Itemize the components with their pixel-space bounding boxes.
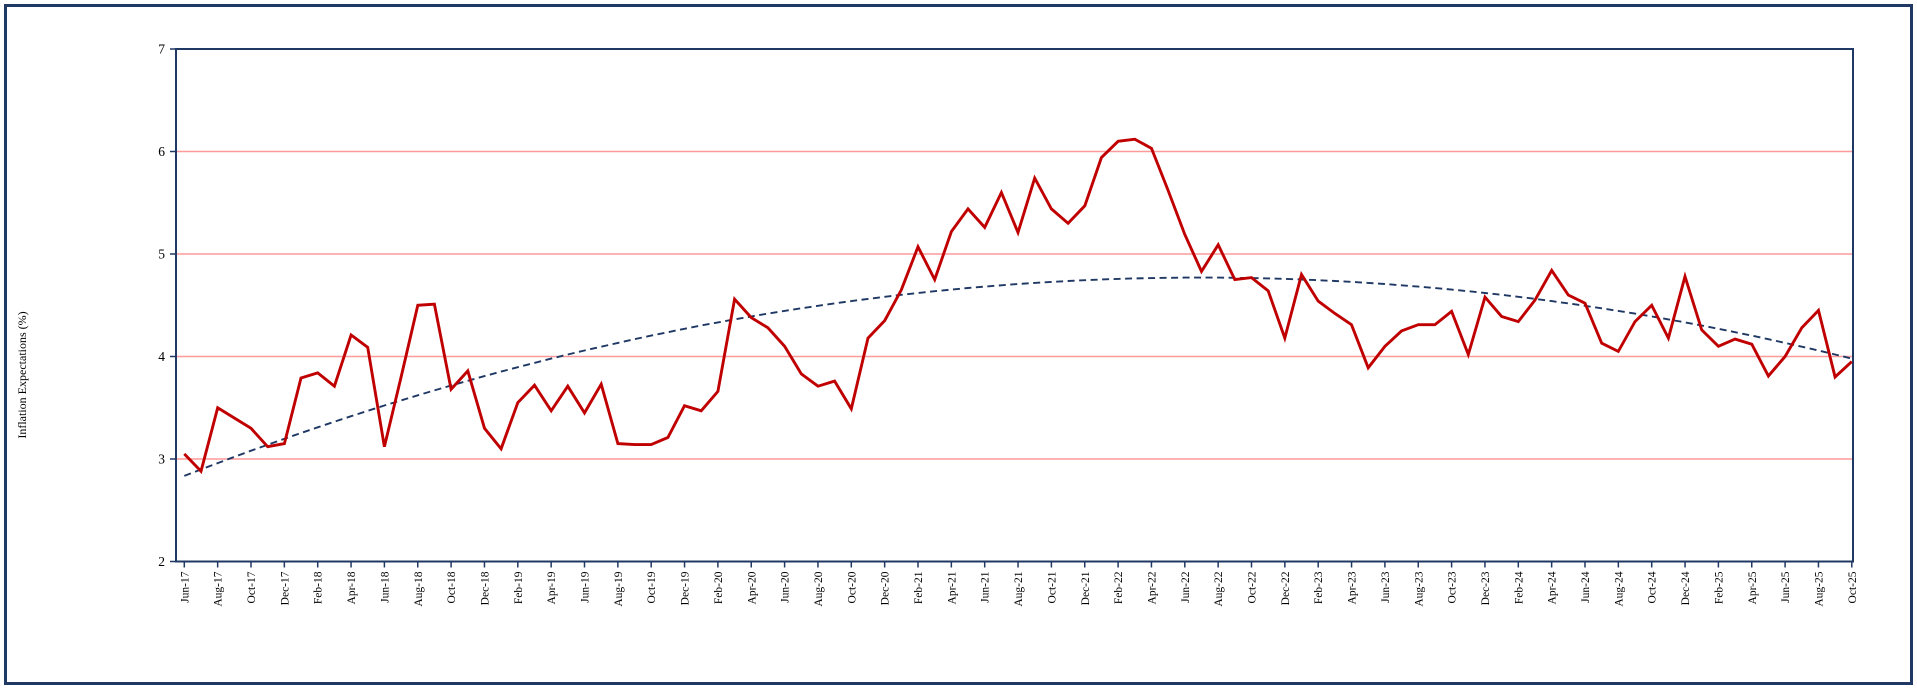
inflation-series-line <box>183 137 1853 475</box>
y-axis-title: Inflation Expectations (%) <box>15 311 29 438</box>
x-tick-label: Aug-19 <box>613 571 625 606</box>
y-tick-label: 3 <box>158 452 165 467</box>
plot-border <box>175 48 1854 563</box>
x-tick-label: Dec-22 <box>1280 571 1292 605</box>
x-tick-label: Dec-20 <box>880 571 892 605</box>
x-tick-label: Feb-23 <box>1313 571 1325 604</box>
x-tick-label: Oct-23 <box>1447 571 1459 603</box>
x-tick-label: Jun-21 <box>980 571 992 603</box>
x-tick-label: Feb-25 <box>1713 571 1725 604</box>
x-tick-label: Aug-23 <box>1413 571 1425 606</box>
x-tick-label: Jun-19 <box>580 571 592 603</box>
x-tick-label: Dec-18 <box>479 571 491 605</box>
x-tick-label: Feb-24 <box>1513 571 1525 604</box>
x-tick-label: Feb-21 <box>913 571 925 604</box>
x-tick-label: Aug-20 <box>813 571 825 606</box>
y-tick-label: 7 <box>158 42 165 57</box>
x-tick-label: Jun-22 <box>1180 571 1192 603</box>
x-tick-label: Jun-23 <box>1380 571 1392 603</box>
y-tick-label: 6 <box>158 144 165 159</box>
x-tick-label: Aug-24 <box>1613 571 1625 606</box>
x-tick-label: Oct-20 <box>846 571 858 603</box>
x-tick-label: Oct-19 <box>646 571 658 603</box>
y-tick-label: 2 <box>158 554 165 569</box>
x-tick-label: Oct-25 <box>1847 571 1859 603</box>
x-tick-label: Apr-23 <box>1347 571 1359 604</box>
x-tick-label: Dec-24 <box>1680 571 1692 605</box>
x-tick-label: Aug-18 <box>413 571 425 606</box>
x-tick-label: Oct-21 <box>1046 571 1058 603</box>
x-tick-label: Apr-19 <box>546 571 558 604</box>
x-tick-label: Jun-18 <box>379 571 391 603</box>
x-tick-label: Feb-22 <box>1113 571 1125 604</box>
x-tick-label: Aug-17 <box>213 571 225 606</box>
window-frame <box>4 4 1913 685</box>
x-tick-label: Feb-20 <box>713 571 725 604</box>
x-tick-label: Jun-25 <box>1780 571 1792 603</box>
x-tick-label: Jun-17 <box>179 571 191 603</box>
x-tick-label: Apr-20 <box>746 571 758 604</box>
y-tick-label: 5 <box>158 247 165 262</box>
x-tick-label: Jun-20 <box>780 571 792 603</box>
x-tick-label: Feb-18 <box>313 571 325 604</box>
x-tick-label: Apr-24 <box>1547 571 1559 604</box>
x-tick-label: Dec-17 <box>279 571 291 605</box>
x-tick-label: Apr-22 <box>1146 571 1158 604</box>
polynomial-trend-line <box>183 276 1853 477</box>
x-tick-label: Jun-24 <box>1580 571 1592 603</box>
x-tick-label: Apr-25 <box>1747 571 1759 604</box>
y-tick-label: 4 <box>158 349 165 364</box>
x-tick-label: Dec-19 <box>680 571 692 605</box>
x-tick-label: Aug-25 <box>1813 571 1825 606</box>
x-tick-label: Feb-19 <box>513 571 525 604</box>
x-tick-label: Dec-21 <box>1080 571 1092 605</box>
x-tick-label: Oct-24 <box>1647 571 1659 603</box>
x-tick-label: Aug-22 <box>1213 571 1225 606</box>
x-tick-label: Oct-17 <box>246 571 258 603</box>
x-tick-label: Aug-21 <box>1013 571 1025 606</box>
x-tick-label: Oct-22 <box>1247 571 1259 603</box>
x-tick-label: Apr-21 <box>946 571 958 604</box>
x-tick-label: Apr-18 <box>346 571 358 604</box>
x-tick-label: Dec-23 <box>1480 571 1492 605</box>
x-tick-label: Oct-18 <box>446 571 458 603</box>
